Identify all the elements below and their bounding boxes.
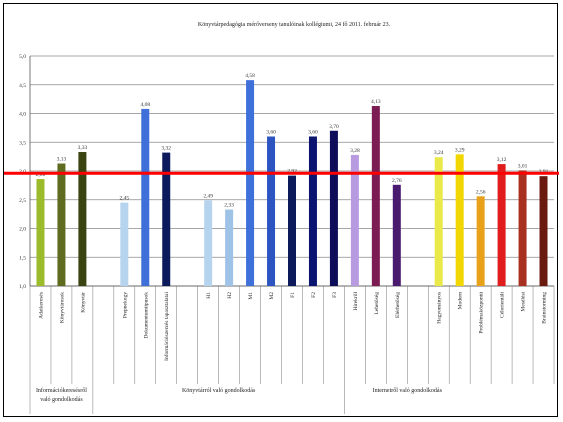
bar-value-label: 4,08 xyxy=(140,102,150,108)
category-label: Célorientált xyxy=(500,292,506,318)
bar xyxy=(392,184,401,286)
category-label: H1 xyxy=(206,292,212,299)
category-label: Elérhetőség xyxy=(395,292,401,318)
bar xyxy=(518,170,527,286)
bar xyxy=(78,152,87,286)
bar xyxy=(225,209,234,286)
category-label: Problémaközpontú xyxy=(479,292,485,334)
category-label: M1 xyxy=(248,292,254,300)
bar xyxy=(141,108,150,287)
y-tick-label: 4,5 xyxy=(19,83,26,89)
bar-value-label: 3,32 xyxy=(161,146,171,152)
bar-chart: Könyvtárpedagógia mérőverseny tanulóinak… xyxy=(4,21,559,414)
bar-value-label: 3,70 xyxy=(329,124,339,130)
y-tick-label: 2,5 xyxy=(19,198,26,204)
category-label: Hagyományos xyxy=(437,292,443,324)
bar xyxy=(246,80,255,287)
category-label: F2 xyxy=(311,292,317,298)
category-label: Brainstorming xyxy=(542,292,548,324)
y-tick-label: 2,0 xyxy=(19,227,26,233)
category-label: Hírekről xyxy=(353,292,359,311)
chart-frame: Könyvtárpedagógia mérőverseny tanulóinak… xyxy=(3,3,559,417)
bar xyxy=(329,130,338,286)
category-label: Könyvtár xyxy=(80,292,86,313)
bar-value-label: 3,24 xyxy=(434,150,444,156)
bar-value-label: 2,45 xyxy=(120,196,130,202)
bar-value-label: 3,01 xyxy=(518,163,528,169)
bar-value-label: 3,60 xyxy=(266,130,276,136)
category-label: Modern xyxy=(458,292,464,310)
bar-value-label: 2,49 xyxy=(203,193,213,199)
category-label: F1 xyxy=(290,292,296,298)
bar xyxy=(267,136,276,286)
bar-value-label: 3,12 xyxy=(497,157,507,163)
bar-value-label: 2,86 xyxy=(36,172,46,178)
category-label: Mesélést xyxy=(521,292,527,312)
bar xyxy=(36,179,45,286)
bar xyxy=(57,163,66,286)
category-label: M2 xyxy=(269,292,275,300)
y-tick-label: 1,5 xyxy=(19,255,26,261)
bar-value-label: 3,29 xyxy=(455,147,465,153)
category-label: Könyvtárosok xyxy=(59,292,65,323)
category-label: Prepnekogy xyxy=(122,292,128,319)
bar-value-label: 3,60 xyxy=(308,130,318,136)
y-tick-label: 3,5 xyxy=(19,140,26,146)
bar xyxy=(350,154,359,286)
category-label: Dokumentumtípusok xyxy=(143,292,149,339)
bar xyxy=(539,176,548,286)
bar-value-label: 4,13 xyxy=(371,99,381,105)
bar xyxy=(455,154,464,286)
group-label: Információkeresésről xyxy=(36,387,87,394)
bar xyxy=(162,152,171,286)
bar-value-label: 3,28 xyxy=(350,148,360,154)
bar xyxy=(371,106,380,287)
category-label: F3 xyxy=(332,292,338,298)
bar xyxy=(308,136,317,286)
bar-value-label: 2,92 xyxy=(287,169,297,175)
category-label: H2 xyxy=(227,292,233,299)
bar-value-label: 2,76 xyxy=(392,178,402,184)
group-label: Könyvtárról való gondolkodás xyxy=(182,388,256,394)
bar-value-label: 2,33 xyxy=(224,203,234,209)
bar-value-label: 4,58 xyxy=(245,73,255,79)
y-tick-label: 5,0 xyxy=(19,54,26,60)
y-tick-label: 4,0 xyxy=(19,112,26,118)
bar xyxy=(204,200,213,286)
y-tick-label: 1,0 xyxy=(19,284,26,290)
bar xyxy=(434,157,443,286)
bar xyxy=(120,202,129,286)
group-label: való gondolkodás xyxy=(40,397,83,403)
bar xyxy=(476,196,485,286)
bar-value-label: 2,56 xyxy=(476,189,486,195)
chart-title: Könyvtárpedagógia mérőverseny tanulóinak… xyxy=(198,21,391,28)
bar xyxy=(497,164,506,286)
category-label: Adatkeresés xyxy=(38,292,44,319)
bar xyxy=(288,175,296,286)
bar-value-label: 3,33 xyxy=(78,145,88,151)
group-label: Internetről való gondolkodás xyxy=(373,388,443,394)
category-label: Lehetőség xyxy=(374,292,380,315)
category-label: Információszerzés tapasztalatai xyxy=(163,292,170,361)
bar-value-label: 3,13 xyxy=(57,157,67,163)
